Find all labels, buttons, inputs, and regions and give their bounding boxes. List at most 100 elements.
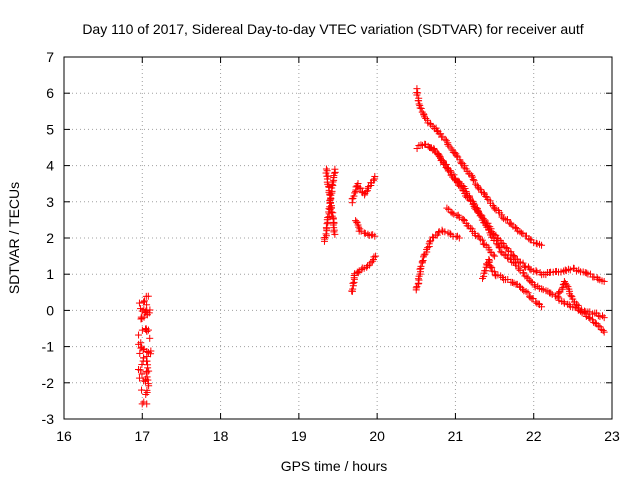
data-point — [544, 287, 552, 295]
data-point — [331, 165, 339, 173]
data-point — [498, 213, 506, 221]
data-point — [142, 325, 150, 333]
data-point — [488, 264, 496, 272]
data-point — [491, 252, 499, 260]
data-point — [468, 171, 476, 179]
data-point — [489, 251, 497, 259]
data-point — [136, 349, 144, 357]
data-point — [421, 113, 429, 121]
data-point — [138, 343, 146, 351]
data-point — [469, 175, 477, 183]
data-point — [585, 313, 593, 321]
data-point — [328, 208, 336, 216]
data-point — [371, 172, 379, 180]
data-point — [515, 265, 523, 273]
data-point — [599, 326, 607, 334]
data-point — [147, 347, 155, 355]
data-point — [427, 237, 435, 245]
data-point — [554, 293, 562, 301]
data-point — [507, 248, 515, 256]
data-point — [466, 224, 474, 232]
x-tick-label: 18 — [213, 428, 229, 444]
data-point — [134, 365, 142, 373]
y-tick-label: 6 — [46, 85, 54, 101]
data-point — [547, 289, 555, 297]
data-point — [146, 334, 154, 342]
data-point — [138, 370, 146, 378]
data-point — [508, 278, 516, 286]
plot-frame — [63, 56, 613, 420]
data-point — [362, 188, 370, 196]
data-point — [527, 278, 535, 286]
data-point — [444, 141, 452, 149]
data-point — [140, 398, 148, 406]
data-point — [354, 269, 362, 277]
y-tick-label: 2 — [46, 230, 54, 246]
data-point — [594, 275, 602, 283]
data-point — [145, 382, 153, 390]
x-tick-label: 19 — [291, 428, 307, 444]
series-arc-19.7-top — [348, 172, 379, 207]
data-point — [142, 391, 150, 399]
data-point — [555, 289, 563, 297]
data-point — [446, 229, 454, 237]
y-tick-label: 3 — [46, 194, 54, 210]
data-point — [558, 285, 566, 293]
data-point — [519, 285, 527, 293]
data-point — [532, 239, 540, 247]
data-point — [590, 273, 598, 281]
data-point — [370, 253, 378, 261]
data-point — [355, 223, 363, 231]
data-point — [349, 279, 357, 287]
data-point — [512, 224, 520, 232]
x-tick-label: 21 — [448, 428, 464, 444]
data-point — [417, 104, 425, 112]
data-point — [455, 234, 463, 242]
x-tick-label: 23 — [604, 428, 620, 444]
data-point — [450, 210, 458, 218]
data-point — [572, 300, 580, 308]
data-point — [371, 232, 379, 240]
data-point — [560, 299, 568, 307]
y-tick-label: 5 — [46, 121, 54, 137]
data-point — [135, 331, 143, 339]
data-point — [516, 282, 524, 290]
data-point — [452, 177, 460, 185]
data-point — [474, 208, 482, 216]
data-point — [478, 213, 486, 221]
data-point — [136, 366, 144, 374]
data-point — [143, 352, 151, 360]
data-point — [460, 217, 468, 225]
x-axis-label: GPS time / hours — [281, 458, 388, 474]
y-tick-label: 0 — [46, 302, 54, 318]
data-point — [496, 244, 504, 252]
data-point — [495, 243, 503, 251]
data-point — [470, 177, 478, 185]
data-point — [480, 189, 488, 197]
data-point — [331, 230, 339, 238]
data-point — [451, 175, 459, 183]
x-tick-label: 22 — [526, 428, 542, 444]
data-point — [520, 262, 528, 270]
data-point — [351, 189, 359, 197]
data-point — [135, 374, 143, 382]
data-point — [600, 328, 608, 336]
data-point — [500, 250, 508, 258]
data-point — [415, 97, 423, 105]
data-point — [476, 212, 484, 220]
y-tick-label: 1 — [46, 266, 54, 282]
data-point — [503, 216, 511, 224]
data-point — [350, 192, 358, 200]
series-arc-20.5-a — [413, 85, 546, 249]
series-arc-22.3 — [554, 278, 608, 336]
data-point — [426, 238, 434, 246]
data-point — [594, 322, 602, 330]
series-arc-20.9-d — [443, 204, 499, 260]
data-point — [447, 171, 455, 179]
data-point — [538, 241, 546, 249]
data-point — [538, 285, 546, 293]
data-point — [322, 224, 330, 232]
grid-lines — [64, 57, 612, 419]
data-point — [478, 236, 486, 244]
